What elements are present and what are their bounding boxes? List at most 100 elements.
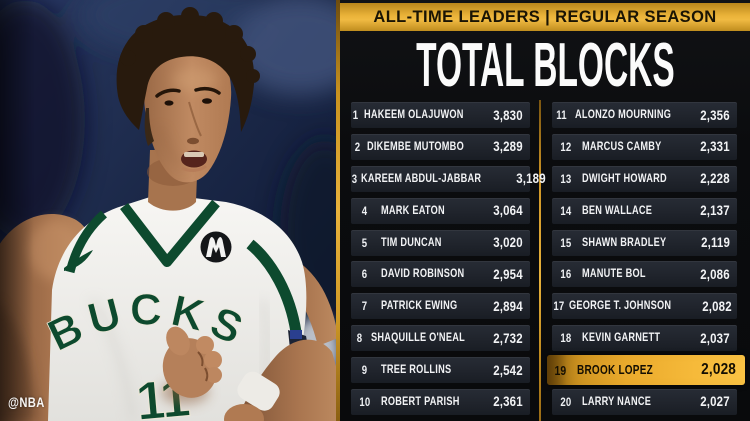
leaderboard-row: 15 SHAWN BRADLEY 2,119 [552, 229, 737, 256]
rank-cell: 14 [560, 203, 571, 218]
nike-swoosh-icon [64, 250, 93, 271]
rank-cell: 1 [353, 108, 359, 122]
rank-cell: 12 [560, 139, 571, 154]
leaderboard-row: 17 GEORGE T. JOHNSON 2,082 [552, 293, 737, 320]
fist [161, 326, 222, 404]
rank-cell: 9 [361, 363, 368, 377]
edge-vignette [0, 0, 34, 421]
leaderboard-row: 4 MARK EATON 3,064 [351, 197, 530, 224]
value-cell: 3,020 [493, 235, 523, 250]
hair [116, 14, 255, 133]
value-cell: 2,361 [493, 394, 523, 410]
banner: ALL-TIME LEADERS | REGULAR SEASON [340, 3, 750, 31]
rank-cell: 3 [351, 171, 358, 186]
leaderboard-row: 7 PATRICK EWING 2,894 [351, 293, 530, 320]
value-cell: 2,037 [700, 330, 730, 346]
value-cell: 2,137 [700, 203, 730, 219]
player-photo-art: BUCKS 11 [0, 0, 340, 421]
name-cell: DIKEMBE MUTOMBO [367, 140, 464, 153]
rank-cell: 4 [361, 203, 368, 218]
rank-cell: 18 [560, 331, 571, 346]
value-cell: 3,189 [516, 171, 546, 187]
leaderboard-row: 12 MARCUS CAMBY 2,331 [552, 133, 737, 160]
value-cell: 2,542 [493, 362, 523, 378]
value-cell: 2,028 [701, 361, 736, 378]
name-cell: DWIGHT HOWARD [582, 172, 667, 185]
rank-cell: 5 [361, 235, 368, 250]
page-title-text: TOTAL BLOCKS [415, 31, 675, 100]
name-cell: LARRY NANCE [582, 395, 652, 408]
rank-cell: 7 [361, 299, 368, 314]
rank-cell: 20 [560, 394, 571, 409]
rank-cell: 13 [560, 171, 571, 186]
name-cell: ALONZO MOURNING [575, 109, 672, 121]
value-cell: 2,027 [700, 394, 730, 410]
value-cell: 2,119 [701, 235, 730, 250]
player-figure: BUCKS 11 [0, 7, 340, 421]
leaderboard-row: 14 BEN WALLACE 2,137 [552, 197, 737, 224]
leaderboard-panel: ALL-TIME LEADERS | REGULAR SEASON TOTAL … [340, 0, 750, 421]
rank-cell: 11 [556, 108, 568, 122]
watermark: @NBA [8, 394, 45, 410]
leaderboard-row: 19 BROOK LOPEZ 2,028 [547, 355, 745, 385]
leaderboard-row: 10 ROBERT PARISH 2,361 [351, 388, 530, 415]
column-divider [539, 100, 541, 421]
rank-cell: 15 [560, 235, 571, 250]
leaderboard-row: 16 MANUTE BOL 2,086 [552, 261, 737, 288]
leaderboard-row: 6 DAVID ROBINSON 2,954 [351, 261, 530, 288]
leaderboard-columns: 1 HAKEEM OLAJUWON 3,830 2 DIKEMBE MUTOMB… [351, 102, 745, 415]
name-cell: DAVID ROBINSON [381, 268, 465, 281]
leaderboard-column-right: 11 ALONZO MOURNING 2,356 12 MARCUS CAMBY… [547, 102, 745, 415]
name-cell: HAKEEM OLAJUWON [363, 109, 464, 121]
name-cell: PATRICK EWING [381, 300, 458, 313]
name-cell: TREE ROLLINS [381, 364, 452, 376]
leaderboard-row: 3 KAREEM ABDUL-JABBAR 3,189 [351, 165, 546, 192]
name-cell: KAREEM ABDUL-JABBAR [360, 172, 482, 185]
value-cell: 3,830 [493, 107, 523, 123]
rank-cell: 2 [354, 139, 361, 154]
rank-cell: 6 [361, 267, 368, 282]
leaderboard-row: 9 TREE ROLLINS 2,542 [351, 357, 530, 383]
page-title: TOTAL BLOCKS [340, 31, 750, 101]
leaderboard-row: 11 ALONZO MOURNING 2,356 [552, 102, 737, 128]
rank-cell: 8 [356, 331, 363, 346]
name-cell: SHAQUILLE O'NEAL [370, 332, 465, 345]
name-cell: SHAWN BRADLEY [582, 236, 667, 249]
banner-text: ALL-TIME LEADERS | REGULAR SEASON [373, 7, 717, 26]
name-cell: TIM DUNCAN [381, 236, 442, 249]
photo-panel-divider [336, 0, 340, 421]
value-cell: 2,331 [700, 139, 730, 155]
name-cell: KEVIN GARNETT [582, 332, 661, 345]
value-cell: 2,732 [493, 330, 523, 346]
leaderboard-row: 5 TIM DUNCAN 3,020 [351, 229, 530, 256]
value-cell: 2,954 [493, 266, 523, 282]
name-cell: MARCUS CAMBY [582, 140, 662, 153]
leaderboard-row: 20 LARRY NANCE 2,027 [552, 388, 737, 415]
name-cell: BEN WALLACE [582, 204, 653, 217]
leaderboard-row: 18 KEVIN GARNETT 2,037 [552, 325, 737, 352]
rank-cell: 16 [560, 267, 571, 282]
value-cell: 2,086 [700, 266, 730, 282]
leaderboard-column-left: 1 HAKEEM OLAJUWON 3,830 2 DIKEMBE MUTOMB… [351, 102, 546, 415]
value-cell: 2,082 [701, 298, 732, 314]
leaderboard-row: 2 DIKEMBE MUTOMBO 3,289 [351, 133, 530, 160]
name-cell: MANUTE BOL [582, 268, 646, 281]
value-cell: 2,356 [700, 107, 730, 123]
name-cell: BROOK LOPEZ [577, 363, 653, 377]
leaderboard-row: 8 SHAQUILLE O'NEAL 2,732 [351, 325, 530, 352]
name-cell: GEORGE T. JOHNSON [568, 300, 671, 313]
rank-cell: 19 [554, 362, 567, 378]
value-cell: 2,228 [700, 171, 730, 187]
rank-cell: 17 [553, 299, 565, 314]
value-cell: 3,289 [493, 139, 523, 155]
name-cell: ROBERT PARISH [381, 395, 460, 408]
name-cell: MARK EATON [381, 204, 445, 217]
wristband [237, 371, 280, 411]
leaderboard-row: 13 DWIGHT HOWARD 2,228 [552, 165, 737, 192]
value-cell: 2,894 [493, 298, 523, 314]
player-photo: BUCKS 11 [0, 0, 340, 421]
value-cell: 3,064 [493, 203, 523, 219]
leaderboard-row: 1 HAKEEM OLAJUWON 3,830 [351, 102, 530, 128]
rank-cell: 10 [359, 394, 370, 409]
